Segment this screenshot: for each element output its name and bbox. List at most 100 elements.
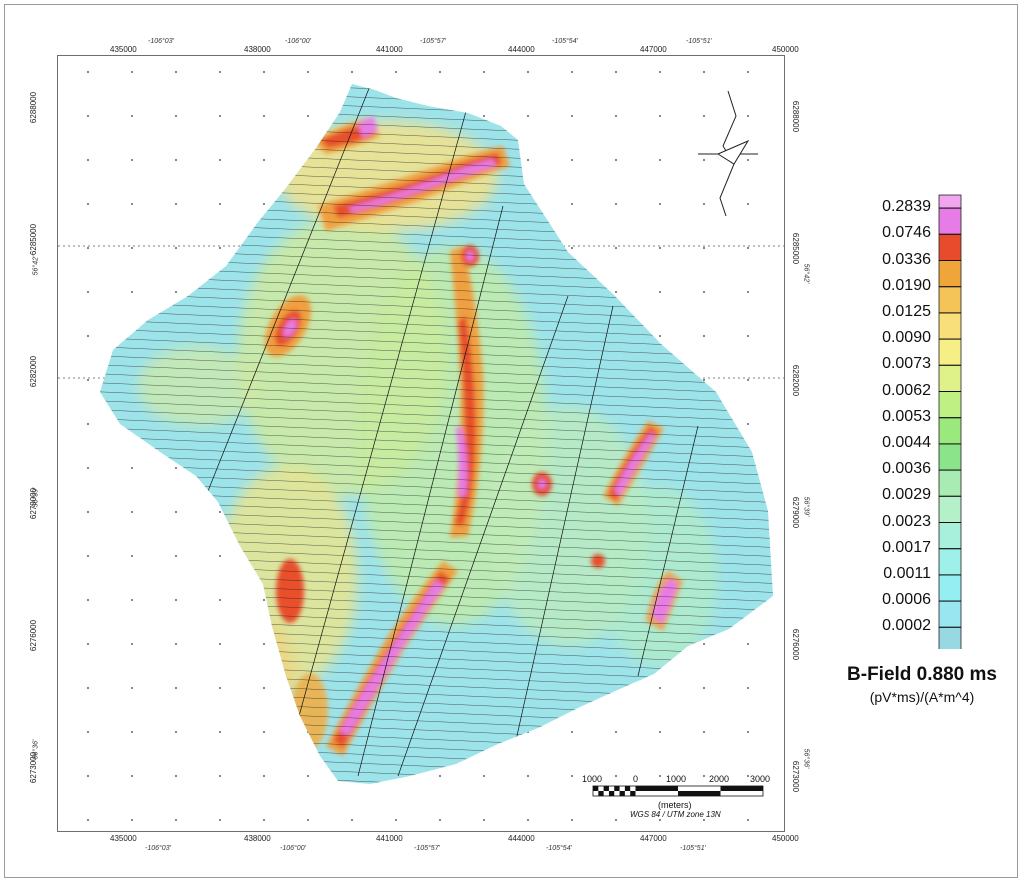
- lon-bottom-5: -105°51': [680, 845, 706, 852]
- grid-dot: [307, 115, 309, 117]
- grid-dot: [175, 731, 177, 733]
- scale-check: [608, 791, 615, 796]
- flight-line: [100, 407, 773, 441]
- grid-dot: [307, 775, 309, 777]
- grid-dot: [131, 247, 133, 249]
- legend-label: 0.0036: [882, 460, 931, 478]
- flight-line: [100, 362, 773, 396]
- grid-dot: [263, 599, 265, 601]
- north-right-6: 6273000: [791, 760, 801, 793]
- grid-dot: [659, 687, 661, 689]
- grid-dot: [263, 775, 265, 777]
- grid-dot: [395, 819, 397, 821]
- lon-top-2: -106°00': [285, 38, 311, 45]
- flight-line: [100, 434, 773, 468]
- grid-dot: [439, 819, 441, 821]
- grid-dot: [87, 511, 89, 513]
- grid-dot: [483, 115, 485, 117]
- grid-dot: [263, 687, 265, 689]
- legend-swatch-top: [938, 194, 962, 209]
- survey-map-canvas: [58, 71, 784, 821]
- grid-dot: [439, 775, 441, 777]
- north-right-2: 6285000: [791, 232, 801, 265]
- lon-top-1: -106°03': [148, 38, 174, 45]
- grid-dot: [219, 775, 221, 777]
- scale-check: [593, 786, 599, 791]
- legend-swatch: [938, 286, 962, 314]
- grid-dot: [307, 71, 309, 73]
- legend-units: (pV*ms)/(A*m^4): [869, 689, 975, 705]
- scale-check: [603, 786, 609, 791]
- grid-dot: [747, 335, 749, 337]
- lat-left-3: 56°36': [32, 739, 40, 760]
- scale-label-3: 2000: [709, 774, 730, 784]
- grid-dot: [527, 115, 529, 117]
- scale-segment: [635, 786, 678, 791]
- scale-label-4: 3000: [750, 774, 771, 784]
- flight-line: [100, 389, 773, 423]
- grid-dot: [703, 71, 705, 73]
- grid-dot: [175, 71, 177, 73]
- legend-swatch: [938, 207, 962, 235]
- flight-line: [100, 380, 773, 414]
- scale-check: [619, 791, 625, 796]
- grid-dot: [703, 159, 705, 161]
- flight-line: [100, 425, 773, 459]
- scale-label-1: 0: [633, 774, 639, 784]
- grid-dot: [703, 247, 705, 249]
- legend-label: 0.0062: [882, 381, 931, 399]
- grid-dot: [175, 599, 177, 601]
- grid-dot: [703, 379, 705, 381]
- grid-dot: [87, 115, 89, 117]
- grid-dot: [263, 819, 265, 821]
- legend-title: B-Field 0.880 ms: [847, 664, 997, 685]
- grid-dot: [219, 203, 221, 205]
- grid-dot: [87, 159, 89, 161]
- lon-bottom-2: -106°00': [280, 845, 306, 852]
- grid-dot: [747, 643, 749, 645]
- lat-right-2: 56°39': [802, 496, 810, 517]
- grid-dot: [219, 819, 221, 821]
- grid-dot: [615, 731, 617, 733]
- legend-label: 0.0073: [882, 355, 931, 373]
- grid-dot: [615, 159, 617, 161]
- grid-dot: [747, 115, 749, 117]
- legend-swatch: [938, 469, 962, 497]
- legend-label: 0.0002: [882, 617, 931, 635]
- legend-swatch: [938, 495, 962, 523]
- grid-dot: [175, 511, 177, 513]
- scale-bar: [592, 785, 764, 797]
- grid-dot: [219, 71, 221, 73]
- grid-dot: [703, 291, 705, 293]
- scale-segment: [678, 791, 721, 796]
- legend-label: 0.0011: [883, 564, 931, 582]
- legend-label: 0.0017: [882, 538, 931, 556]
- grid-dot: [703, 643, 705, 645]
- grid-dot: [571, 71, 573, 73]
- grid-dot: [131, 467, 133, 469]
- grid-dot: [87, 599, 89, 601]
- grid-dot: [659, 731, 661, 733]
- legend-swatches: [938, 194, 962, 649]
- projection-label: WGS 84 / UTM zone 13N: [630, 810, 721, 819]
- grid-dot: [615, 71, 617, 73]
- grid-dot: [659, 335, 661, 337]
- grid-dot: [219, 599, 221, 601]
- grid-dot: [659, 71, 661, 73]
- east-bottom-2: 438000: [244, 834, 271, 843]
- legend-label: 0.0090: [882, 329, 931, 347]
- legend-swatch: [938, 364, 962, 392]
- east-top-5: 447000: [640, 45, 667, 54]
- grid-dot: [483, 819, 485, 821]
- grid-dot: [659, 819, 661, 821]
- grid-dot: [131, 511, 133, 513]
- flight-line: [100, 371, 773, 405]
- lon-bottom-1: -106°03': [145, 845, 171, 852]
- grid-dot: [175, 643, 177, 645]
- grid-dot: [659, 159, 661, 161]
- grid-dot: [659, 115, 661, 117]
- grid-dot: [87, 687, 89, 689]
- survey-map[interactable]: 1000 0 1000 2000 3000 (meters) WGS 84 / …: [57, 55, 785, 832]
- grid-dot: [263, 71, 265, 73]
- grid-dot: [131, 687, 133, 689]
